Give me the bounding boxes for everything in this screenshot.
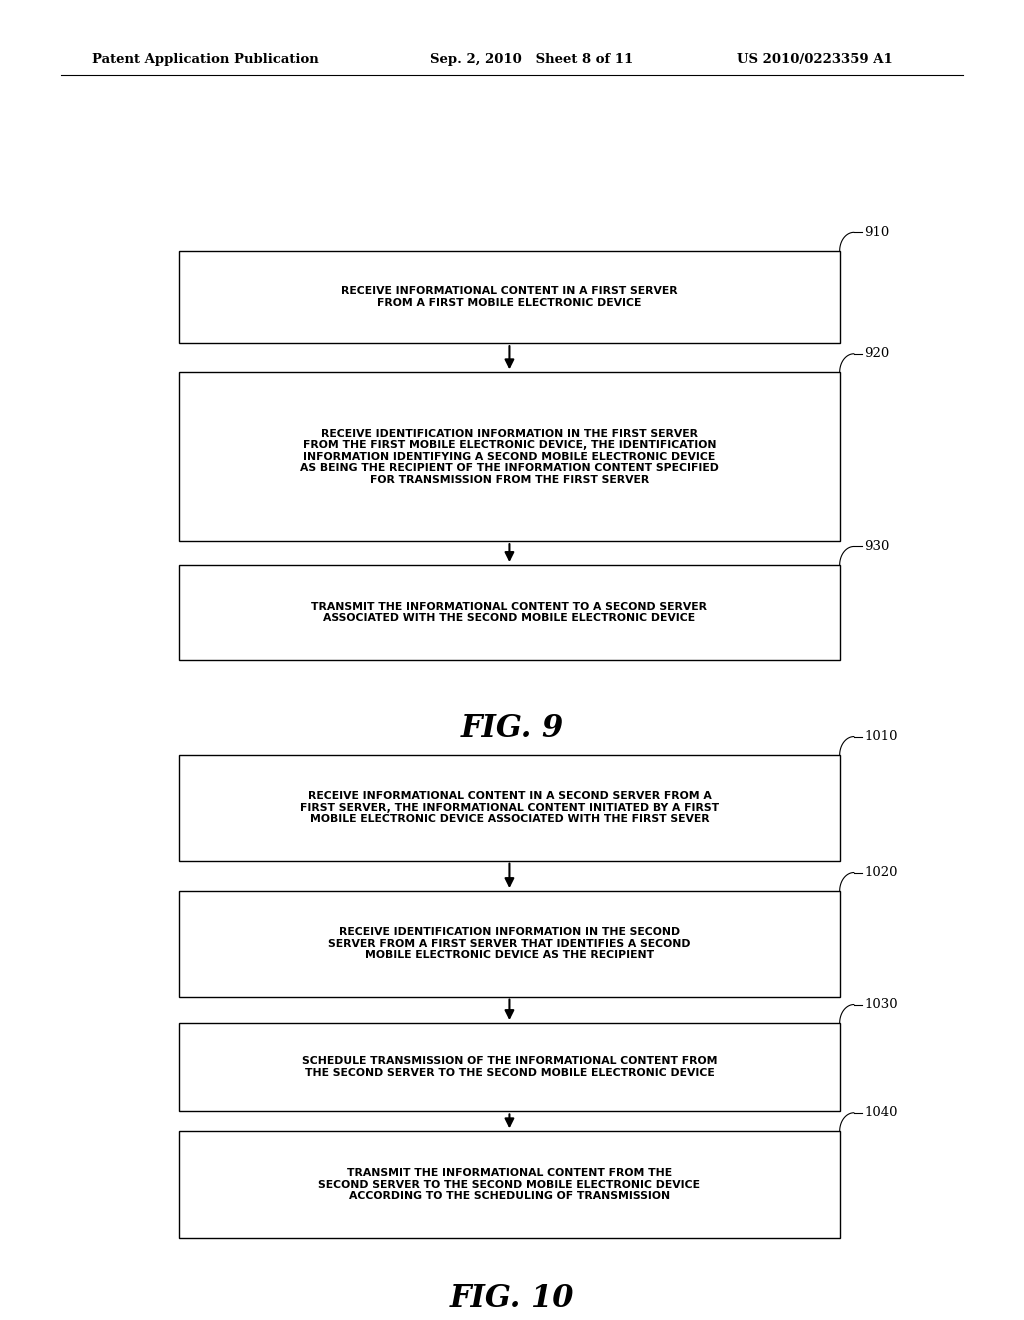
- Text: 1010: 1010: [864, 730, 898, 743]
- Bar: [179, 251, 840, 343]
- Text: Sep. 2, 2010   Sheet 8 of 11: Sep. 2, 2010 Sheet 8 of 11: [430, 53, 633, 66]
- Text: TRANSMIT THE INFORMATIONAL CONTENT FROM THE
SECOND SERVER TO THE SECOND MOBILE E: TRANSMIT THE INFORMATIONAL CONTENT FROM …: [318, 1168, 700, 1201]
- Bar: [179, 1023, 840, 1111]
- Text: FIG. 9: FIG. 9: [461, 713, 563, 743]
- Text: 910: 910: [864, 226, 890, 239]
- Text: Patent Application Publication: Patent Application Publication: [92, 53, 318, 66]
- Bar: [179, 1131, 840, 1238]
- Text: 920: 920: [864, 347, 890, 360]
- Bar: [179, 891, 840, 997]
- Text: TRANSMIT THE INFORMATIONAL CONTENT TO A SECOND SERVER
ASSOCIATED WITH THE SECOND: TRANSMIT THE INFORMATIONAL CONTENT TO A …: [311, 602, 708, 623]
- Text: FIG. 10: FIG. 10: [450, 1283, 574, 1313]
- Bar: [179, 755, 840, 861]
- Text: 1020: 1020: [864, 866, 898, 879]
- Text: 1040: 1040: [864, 1106, 898, 1119]
- Text: RECEIVE INFORMATIONAL CONTENT IN A SECOND SERVER FROM A
FIRST SERVER, THE INFORM: RECEIVE INFORMATIONAL CONTENT IN A SECON…: [300, 791, 719, 825]
- Bar: [179, 372, 840, 541]
- Bar: [179, 565, 840, 660]
- Text: 930: 930: [864, 540, 890, 553]
- Text: US 2010/0223359 A1: US 2010/0223359 A1: [737, 53, 893, 66]
- Text: SCHEDULE TRANSMISSION OF THE INFORMATIONAL CONTENT FROM
THE SECOND SERVER TO THE: SCHEDULE TRANSMISSION OF THE INFORMATION…: [302, 1056, 717, 1078]
- Text: RECEIVE IDENTIFICATION INFORMATION IN THE SECOND
SERVER FROM A FIRST SERVER THAT: RECEIVE IDENTIFICATION INFORMATION IN TH…: [328, 927, 691, 961]
- Text: RECEIVE IDENTIFICATION INFORMATION IN THE FIRST SERVER
FROM THE FIRST MOBILE ELE: RECEIVE IDENTIFICATION INFORMATION IN TH…: [300, 429, 719, 484]
- Text: 1030: 1030: [864, 998, 898, 1011]
- Text: RECEIVE INFORMATIONAL CONTENT IN A FIRST SERVER
FROM A FIRST MOBILE ELECTRONIC D: RECEIVE INFORMATIONAL CONTENT IN A FIRST…: [341, 286, 678, 308]
